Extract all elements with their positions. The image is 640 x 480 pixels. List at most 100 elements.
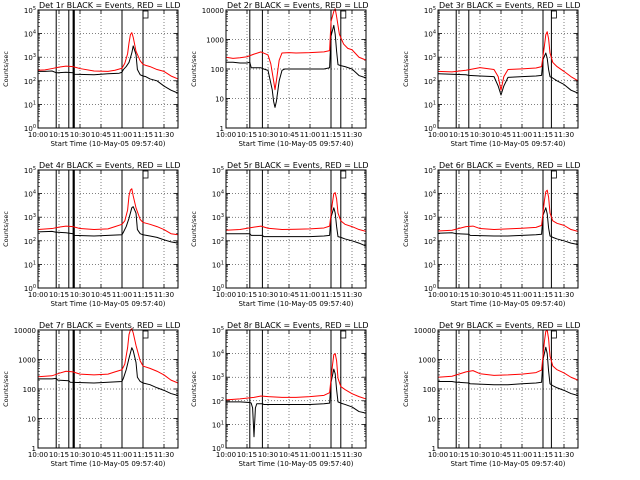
series-events (37, 206, 179, 244)
y-tick-label: 101 (212, 260, 224, 269)
y-tick-label: 102 (24, 77, 36, 86)
panel-title: Det 2r BLACK = Events, RED = LLD (227, 1, 369, 10)
time-marker-flag (142, 330, 149, 339)
series-lld (225, 192, 367, 232)
y-tick-label: 103 (24, 213, 36, 222)
y-tick-label: 100 (423, 386, 436, 394)
series-lld (37, 32, 179, 80)
y-tick-label: 100 (211, 66, 224, 74)
y-tick-label: 101 (424, 260, 436, 269)
x-tick-label: 11:00 (512, 131, 532, 139)
y-tick-label: 101 (24, 260, 36, 269)
y-tick-label: 102 (212, 397, 224, 406)
panel-det-8: 10:00 10:15 10:30 10:45 11:00 11:15 11:30 100 10… (190, 321, 369, 468)
x-axis-label: Start Time (10-May-05 09:57:40) (50, 460, 165, 468)
y-axis-label: Counts/sec (190, 51, 198, 87)
y-tick-label: 105 (24, 166, 36, 175)
series-lld (37, 328, 179, 384)
y-axis-label: Counts/sec (190, 371, 198, 407)
x-tick-label: 10:30 (70, 451, 90, 459)
x-axis-label: Start Time (10-May-05 09:57:40) (450, 300, 565, 308)
x-tick-label: 10:45 (279, 451, 299, 459)
y-axis-label: Counts/sec (2, 51, 10, 87)
x-tick-label: 11:00 (112, 131, 132, 139)
series-lld (437, 31, 579, 91)
x-tick-label: 11:30 (554, 451, 574, 459)
y-tick-label: 1000 (206, 37, 224, 45)
y-tick-label: 104 (424, 30, 436, 39)
x-tick-label: 11:00 (300, 131, 320, 139)
y-tick-label: 1 (32, 445, 36, 453)
x-tick-label: 10:45 (91, 451, 111, 459)
y-tick-label: 1000 (18, 357, 36, 365)
x-tick-label: 11:15 (133, 451, 153, 459)
time-marker-flag (340, 10, 347, 19)
x-tick-label: 10:30 (70, 291, 90, 299)
x-tick-label: 11:00 (512, 451, 532, 459)
panel-title: Det 9r BLACK = Events, RED = LLD (439, 321, 581, 330)
y-tick-label: 105 (212, 166, 224, 175)
x-tick-label: 10:00 (28, 291, 48, 299)
y-tick-label: 104 (212, 190, 224, 199)
y-axis-label: Counts/sec (402, 371, 410, 407)
time-marker-flag (551, 10, 557, 19)
series-events (438, 346, 579, 397)
x-tick-label: 10:45 (491, 131, 511, 139)
x-tick-label: 10:30 (70, 131, 90, 139)
x-tick-label: 10:00 (216, 291, 236, 299)
time-marker-flag (340, 170, 347, 179)
x-tick-label: 11:30 (342, 451, 362, 459)
series-events (437, 52, 579, 96)
x-tick-label: 10:15 (449, 131, 469, 139)
x-tick-label: 11:30 (342, 131, 362, 139)
x-tick-label: 10:30 (470, 131, 490, 139)
y-tick-label: 103 (424, 213, 436, 222)
x-tick-label: 10:00 (28, 451, 48, 459)
series-lld (437, 189, 579, 232)
x-tick-label: 10:00 (428, 131, 448, 139)
y-tick-label: 100 (24, 124, 36, 133)
x-tick-label: 11:00 (300, 451, 320, 459)
x-tick-label: 11:30 (554, 291, 574, 299)
panel-title: Det 8r BLACK = Events, RED = LLD (227, 321, 369, 330)
time-marker-flag (142, 170, 149, 179)
y-tick-label: 105 (424, 166, 436, 175)
x-tick-label: 10:15 (237, 291, 257, 299)
time-marker-flag (142, 10, 149, 19)
series-events (226, 207, 367, 247)
y-tick-label: 10000 (14, 327, 36, 335)
y-tick-label: 105 (212, 326, 224, 335)
y-tick-label: 10000 (202, 7, 224, 15)
y-tick-label: 103 (424, 53, 436, 62)
x-tick-label: 11:15 (133, 291, 153, 299)
plot-frame (437, 9, 579, 129)
y-tick-label: 100 (212, 444, 224, 453)
x-tick-label: 11:00 (112, 451, 132, 459)
y-tick-label: 102 (424, 77, 436, 86)
x-tick-label: 10:45 (91, 131, 111, 139)
panel-det-5: 10:00 10:15 10:30 10:45 11:00 11:15 11:30 100 10… (190, 161, 369, 308)
x-tick-label: 11:15 (533, 451, 553, 459)
y-tick-label: 105 (24, 6, 36, 15)
time-marker-flag (340, 330, 347, 339)
series-events (226, 24, 367, 108)
y-tick-label: 100 (24, 284, 36, 293)
panel-title: Det 7r BLACK = Events, RED = LLD (39, 321, 181, 330)
x-tick-label: 10:45 (491, 291, 511, 299)
x-tick-label: 10:30 (470, 291, 490, 299)
x-tick-label: 11:00 (300, 291, 320, 299)
y-axis-label: Counts/sec (402, 211, 410, 247)
panel-title: Det 6r BLACK = Events, RED = LLD (439, 161, 581, 170)
y-tick-label: 100 (23, 386, 36, 394)
panel-det-7: 10:00 10:15 10:30 10:45 11:00 11:15 11:30 1 10 10… (2, 321, 181, 468)
x-tick-label: 10:45 (279, 291, 299, 299)
x-tick-label: 10:45 (91, 291, 111, 299)
x-axis-label: Start Time (10-May-05 09:57:40) (238, 460, 353, 468)
x-tick-label: 11:15 (321, 451, 341, 459)
panel-title: Det 3r BLACK = Events, RED = LLD (439, 1, 581, 10)
series-lld (225, 8, 367, 91)
x-tick-label: 10:30 (470, 451, 490, 459)
x-tick-label: 10:00 (428, 291, 448, 299)
x-axis-label: Start Time (10-May-05 09:57:40) (450, 460, 565, 468)
